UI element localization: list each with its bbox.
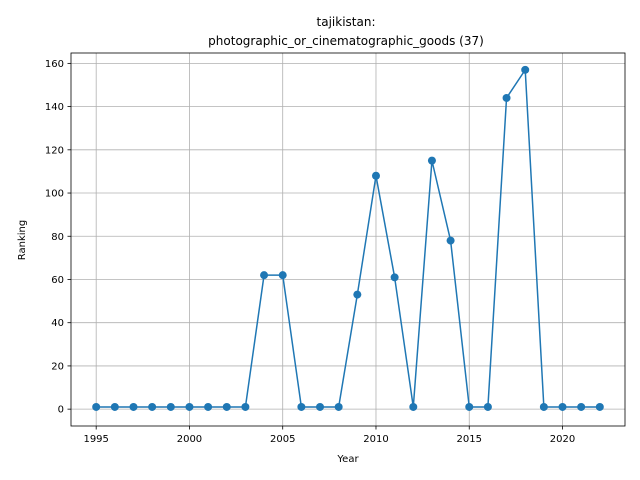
y-tick-label: 140 xyxy=(45,102,64,113)
data-point xyxy=(577,402,586,411)
data-point xyxy=(409,402,418,411)
data-point xyxy=(558,402,567,411)
data-point xyxy=(595,402,604,411)
x-tick-label: 2000 xyxy=(177,434,202,445)
y-tick-label: 60 xyxy=(51,275,64,286)
data-point xyxy=(316,402,325,411)
y-tick-label: 20 xyxy=(51,361,64,372)
data-point xyxy=(222,402,231,411)
data-point xyxy=(390,273,399,282)
y-tick-label: 40 xyxy=(51,318,64,329)
data-point xyxy=(260,271,269,280)
data-point xyxy=(110,402,119,411)
data-point xyxy=(521,65,530,74)
data-point xyxy=(483,402,492,411)
chart-title-line2: photographic_or_cinematographic_goods (3… xyxy=(208,34,484,48)
data-point xyxy=(185,402,194,411)
data-point xyxy=(297,402,306,411)
x-tick-label: 1995 xyxy=(83,434,108,445)
data-point xyxy=(465,402,474,411)
y-axis-label: Ranking xyxy=(17,220,28,260)
y-tick-label: 100 xyxy=(45,189,64,200)
data-point xyxy=(129,402,138,411)
data-point xyxy=(166,402,175,411)
data-point xyxy=(371,171,380,180)
data-point xyxy=(148,402,157,411)
data-point xyxy=(278,271,287,280)
series-line xyxy=(96,69,600,408)
data-point xyxy=(446,236,455,245)
data-point xyxy=(427,156,436,165)
grid xyxy=(71,53,625,426)
series-layer xyxy=(92,65,604,411)
y-tick-label: 160 xyxy=(45,59,64,70)
x-tick-label: 2020 xyxy=(550,434,575,445)
data-point xyxy=(204,402,213,411)
x-tick-label: 2010 xyxy=(363,434,388,445)
data-point xyxy=(241,402,250,411)
y-tick-label: 120 xyxy=(45,145,64,156)
x-tick-label: 2015 xyxy=(457,434,482,445)
data-point xyxy=(539,402,548,411)
y-tick-label: 0 xyxy=(58,405,64,416)
data-point xyxy=(92,402,101,411)
y-tick-label: 80 xyxy=(51,232,64,243)
data-point xyxy=(502,93,511,102)
chart-title-line1: tajikistan: xyxy=(317,15,376,29)
x-tick-label: 2005 xyxy=(270,434,295,445)
data-point xyxy=(334,402,343,411)
x-axis-label: Year xyxy=(336,454,359,465)
plot-frame xyxy=(70,52,626,427)
axis-ticks: 1995 2000 2005 2010 2015 2020 0 20 40 60 80 100 120 1… xyxy=(45,59,575,445)
data-point xyxy=(353,290,362,299)
